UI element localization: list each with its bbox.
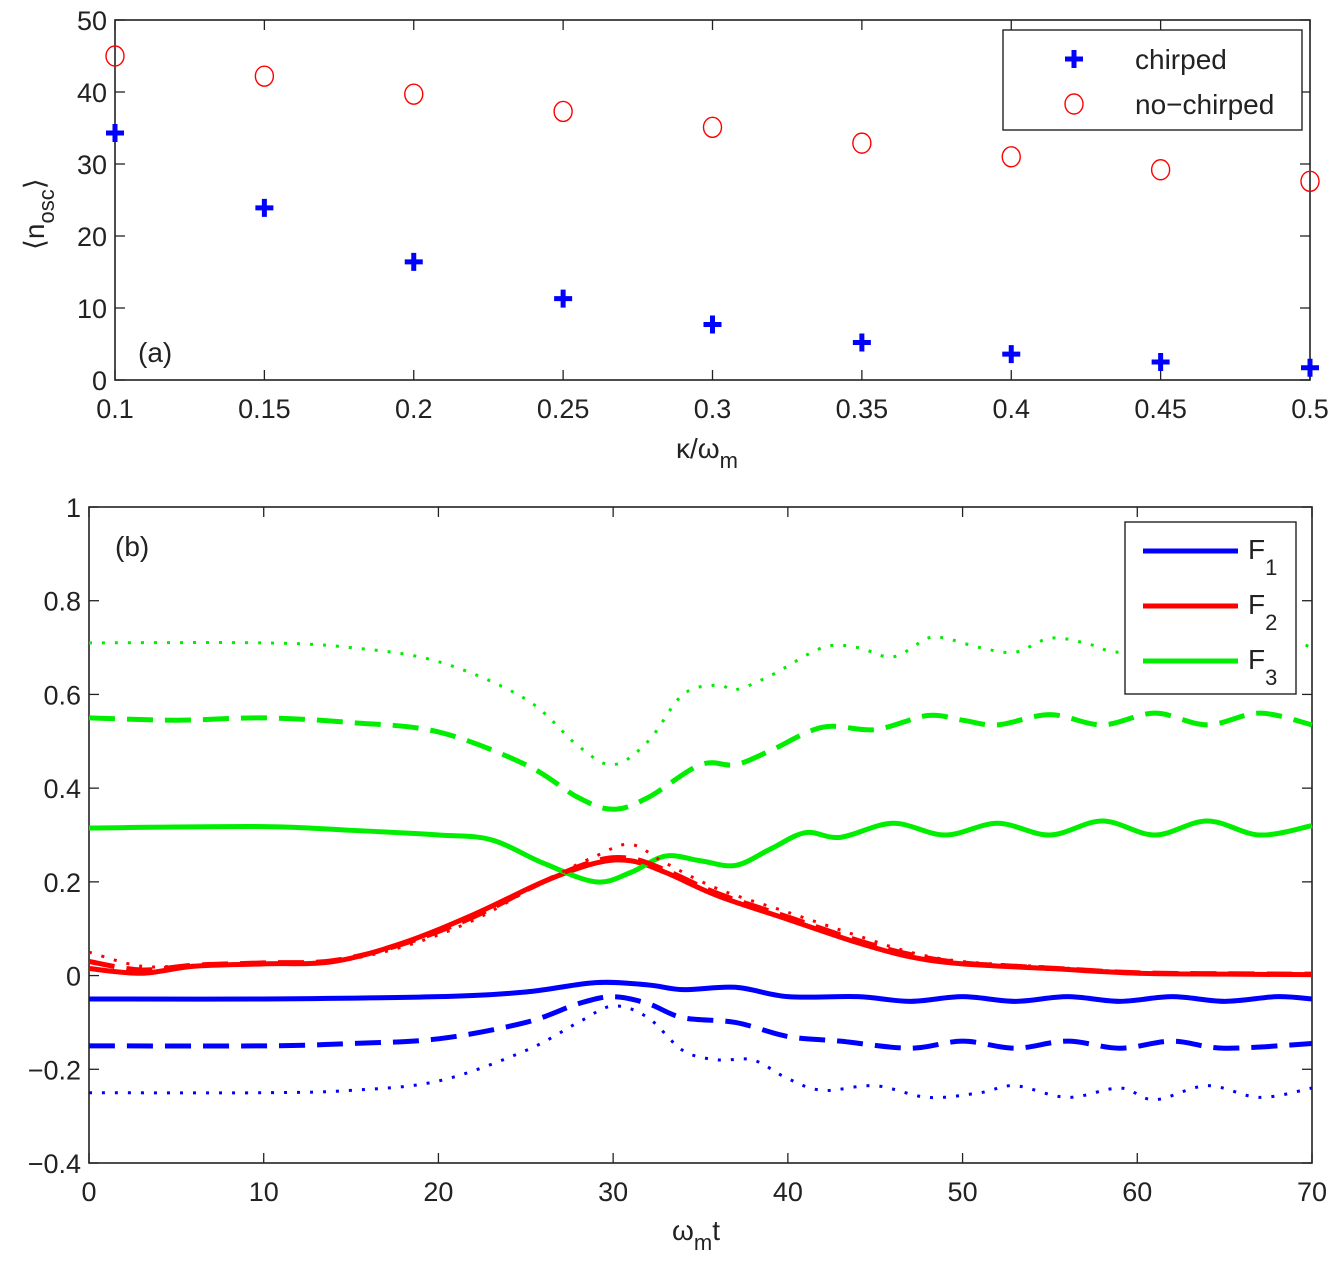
x-tick-label: 50: [948, 1177, 978, 1207]
y-tick-label: 0.6: [43, 680, 81, 710]
x-tick-label: 30: [598, 1177, 628, 1207]
y-tick-label: 1: [66, 493, 81, 523]
plus-marker: [1065, 50, 1083, 68]
plus-marker: [1301, 358, 1319, 377]
axes-frame: [88, 506, 1313, 1164]
circle-marker: [105, 45, 125, 67]
panel-b-axes: 0 10 20 30 40 50 60 70 −0.4 −0.2 0 0.2 0.4 0.6 0.8 1: [28, 493, 1327, 1207]
x-tick-label: 0.25: [537, 394, 590, 424]
panel-b-label: (b): [115, 531, 149, 562]
y-tick-label: −0.2: [28, 1055, 81, 1085]
circle-marker: [702, 116, 723, 138]
circle-marker: [1001, 146, 1021, 168]
x-tick-label: 40: [773, 1177, 803, 1207]
x-tick-label: 0: [81, 1177, 96, 1207]
legend-entry-label: F3: [1248, 644, 1277, 690]
legend-b: F1 F2 F3: [1124, 521, 1297, 695]
y-tick-label: 0: [92, 366, 107, 396]
plus-marker: [554, 289, 573, 308]
x-tick-label: 60: [1122, 1177, 1152, 1207]
circle-marker: [254, 65, 275, 87]
plus-marker: [1002, 345, 1021, 364]
series-no-chirped: [105, 45, 1320, 192]
x-tick-label: 0.15: [238, 394, 291, 424]
y-tick-label: 0.2: [43, 868, 81, 898]
legend-a: chirped no−chirped: [1002, 29, 1303, 131]
series-line-solid-2: [88, 818, 1313, 885]
plus-marker: [255, 198, 274, 217]
y-tick-label: −0.4: [28, 1149, 81, 1179]
legend-entry-label: chirped: [1135, 44, 1227, 75]
y-tick-label: 0.4: [43, 774, 81, 804]
series-line-dotted-8: [88, 634, 1313, 767]
panel-b: (b) ωmt: [115, 531, 720, 1255]
legend-entry-label: F1: [1248, 534, 1277, 580]
y-tick-label: 0.8: [43, 587, 81, 617]
y-tick-label: 10: [77, 294, 107, 324]
series-line-solid-1: [88, 857, 1313, 978]
legend-entry-label: F2: [1248, 589, 1277, 635]
panel-a-label: (a): [138, 337, 172, 368]
plus-marker: [852, 333, 871, 352]
panel-a-axes: 0.1 0.15 0.2 0.25 0.3 0.35 0.4 0.45 0.5 0 10 20 30 40…: [77, 6, 1329, 424]
x-tick-label: 0.4: [992, 394, 1030, 424]
circle-marker: [852, 132, 872, 154]
circle-marker: [404, 83, 424, 105]
series-line-dashed-3: [88, 994, 1313, 1051]
x-tick-label: 70: [1297, 1177, 1327, 1207]
circle-marker: [553, 100, 573, 123]
plus-marker: [1151, 353, 1170, 371]
panel-a-xlabel: κ/ωm: [676, 433, 738, 473]
legend-entry-label: no−chirped: [1135, 89, 1274, 120]
x-tick-label: 10: [249, 1177, 279, 1207]
x-tick-label: 0.3: [694, 394, 732, 424]
x-tick-label: 0.45: [1134, 394, 1187, 424]
circle-marker: [1300, 170, 1320, 192]
y-tick-label: 50: [77, 6, 107, 36]
panel-a-ylabel: ⟨nosc⟩: [19, 178, 59, 250]
x-tick-label: 20: [423, 1177, 453, 1207]
legend-box: [1002, 29, 1303, 131]
y-tick-label: 0: [66, 962, 81, 992]
plus-marker: [106, 124, 124, 143]
x-tick-label: 0.5: [1291, 394, 1329, 424]
plus-marker: [404, 252, 423, 271]
panel-b-xlabel: ωmt: [672, 1215, 720, 1255]
y-tick-label: 30: [77, 150, 107, 180]
series-line-dashed-7: [88, 710, 1313, 812]
circle-marker: [1064, 93, 1084, 115]
x-tick-label: 0.2: [395, 394, 433, 424]
series-line-solid-0: [88, 979, 1313, 1004]
panel-a: (a) κ/ωm ⟨nosc⟩: [19, 178, 738, 473]
series-chirped: [106, 124, 1319, 377]
y-tick-label: 20: [77, 222, 107, 252]
plus-marker: [703, 315, 722, 334]
x-tick-label: 0.35: [836, 394, 889, 424]
circle-marker: [1150, 159, 1171, 181]
y-tick-label: 40: [77, 78, 107, 108]
x-tick-label: 0.1: [96, 394, 134, 424]
series-line-dotted-6: [88, 842, 1313, 976]
series-line-dashed-5: [88, 854, 1313, 977]
